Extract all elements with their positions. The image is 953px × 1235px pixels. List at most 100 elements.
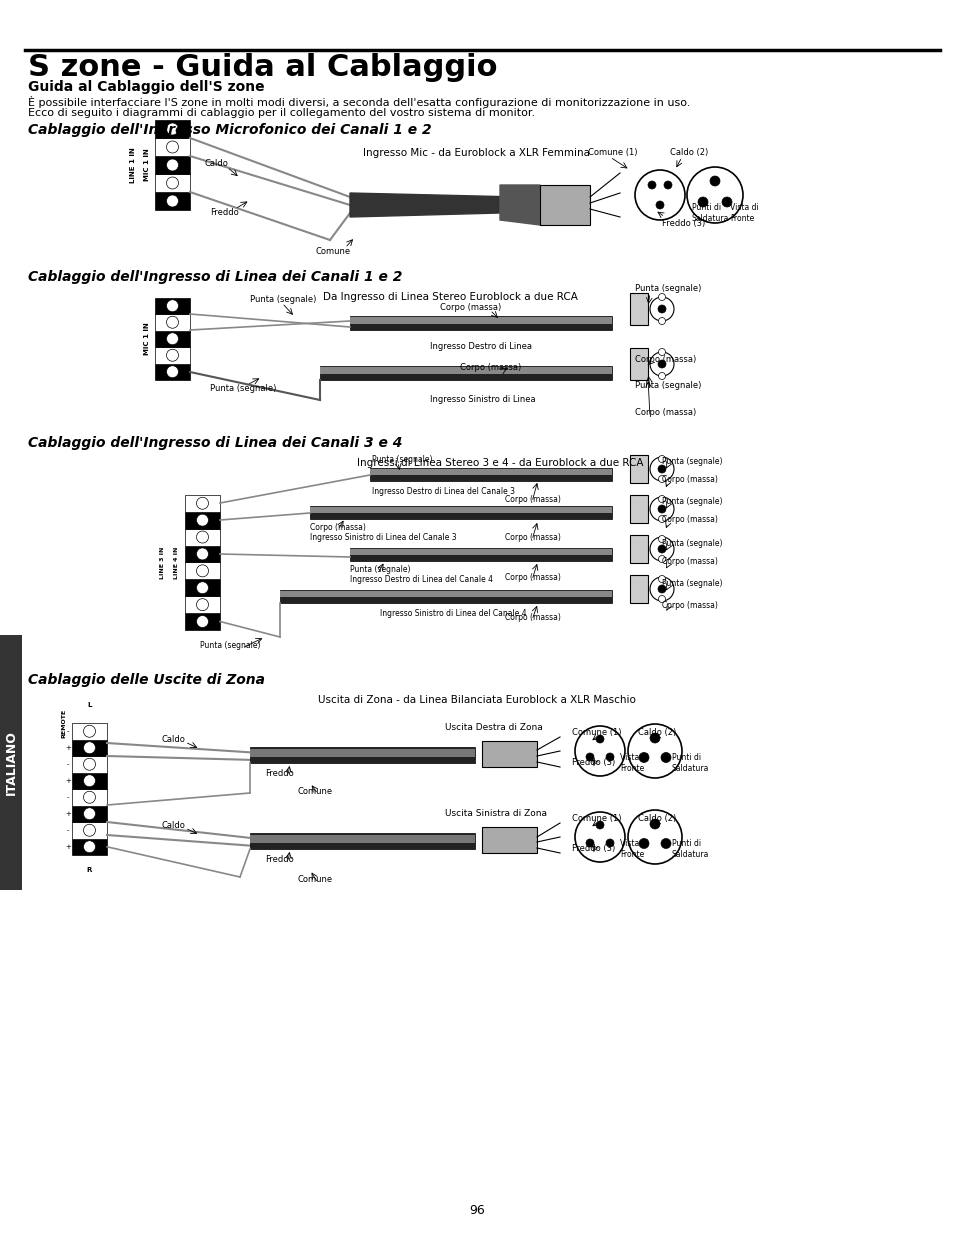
Circle shape <box>649 537 673 561</box>
Text: Vista di
Fronte: Vista di Fronte <box>729 204 758 222</box>
Text: Ingresso Sinistro di Linea del Canale 4: Ingresso Sinistro di Linea del Canale 4 <box>379 609 526 618</box>
Text: S zone - Guida al Cablaggio: S zone - Guida al Cablaggio <box>28 53 497 82</box>
Text: Uscita di Zona - da Linea Bilanciata Euroblock a XLR Maschio: Uscita di Zona - da Linea Bilanciata Eur… <box>317 695 636 705</box>
Circle shape <box>658 305 665 312</box>
Text: +: + <box>65 745 71 751</box>
Bar <box>71 839 107 855</box>
Circle shape <box>196 531 209 543</box>
Text: Comune: Comune <box>297 787 333 795</box>
Circle shape <box>649 819 659 829</box>
Circle shape <box>658 595 665 603</box>
Bar <box>280 590 612 603</box>
Text: È possibile interfacciare l'S zone in molti modi diversi, a seconda dell'esatta : È possibile interfacciare l'S zone in mo… <box>28 96 690 107</box>
Text: Corpo (massa): Corpo (massa) <box>504 494 560 504</box>
Text: Caldo (2): Caldo (2) <box>638 815 676 824</box>
Circle shape <box>658 348 665 356</box>
Text: LINE 4 IN: LINE 4 IN <box>173 547 178 579</box>
Circle shape <box>196 615 209 627</box>
Circle shape <box>647 182 656 189</box>
Text: Punta (segnale): Punta (segnale) <box>200 641 260 650</box>
Circle shape <box>596 821 603 829</box>
Circle shape <box>658 536 665 542</box>
Circle shape <box>649 496 673 521</box>
Text: Ingresso Mic - da Euroblock a XLR Femmina: Ingresso Mic - da Euroblock a XLR Femmin… <box>363 148 590 158</box>
Text: Corpo (massa): Corpo (massa) <box>439 303 500 311</box>
Text: Ecco di seguito i diagrammi di cablaggio per il collegamento del vostro sistema : Ecco di seguito i diagrammi di cablaggio… <box>28 107 535 119</box>
Bar <box>154 120 190 138</box>
Text: Vista di
Fronte: Vista di Fronte <box>619 840 648 858</box>
Bar <box>629 348 647 380</box>
Bar <box>185 511 220 529</box>
Bar <box>71 805 107 823</box>
Circle shape <box>627 724 681 778</box>
Bar <box>481 741 537 767</box>
Text: MIC 1 IN: MIC 1 IN <box>144 148 150 182</box>
Bar <box>319 366 612 380</box>
Text: Caldo: Caldo <box>162 820 186 830</box>
Text: Comune (1): Comune (1) <box>572 815 620 824</box>
Circle shape <box>698 198 707 207</box>
Circle shape <box>585 839 594 847</box>
Bar <box>71 789 107 805</box>
Text: Freddo: Freddo <box>265 768 294 778</box>
Bar <box>629 293 647 325</box>
Text: Corpo (massa): Corpo (massa) <box>661 600 717 610</box>
Text: Cablaggio dell'Ingresso di Linea dei Canali 3 e 4: Cablaggio dell'Ingresso di Linea dei Can… <box>28 436 402 450</box>
Circle shape <box>167 300 178 311</box>
Text: -: - <box>67 794 70 800</box>
Circle shape <box>649 577 673 601</box>
Circle shape <box>167 124 178 135</box>
Circle shape <box>585 753 594 761</box>
Circle shape <box>167 141 178 153</box>
Text: LINE 3 IN: LINE 3 IN <box>159 547 164 579</box>
Text: Comune: Comune <box>314 247 350 257</box>
Text: Ingresso Destro di Linea: Ingresso Destro di Linea <box>430 342 532 352</box>
Circle shape <box>658 373 665 379</box>
Circle shape <box>167 350 178 362</box>
Text: Cablaggio dell'Ingresso di Linea dei Canali 1 e 2: Cablaggio dell'Ingresso di Linea dei Can… <box>28 270 402 284</box>
Text: Comune: Comune <box>297 876 333 884</box>
Text: Punti di
Saldatura: Punti di Saldatura <box>671 753 709 773</box>
Text: MIC 1 IN: MIC 1 IN <box>144 322 150 356</box>
Text: Corpo (massa): Corpo (massa) <box>661 557 717 567</box>
Text: Corpo (massa): Corpo (massa) <box>504 613 560 621</box>
Circle shape <box>658 576 665 583</box>
Text: Vista di
Fronte: Vista di Fronte <box>619 753 648 773</box>
Text: Caldo (2): Caldo (2) <box>638 729 676 737</box>
Bar <box>71 740 107 756</box>
Bar <box>250 835 475 844</box>
Text: R: R <box>87 867 92 873</box>
Bar <box>310 506 612 519</box>
Bar <box>71 773 107 789</box>
Bar <box>350 550 612 555</box>
Bar <box>350 316 612 330</box>
Text: LINE 1 IN: LINE 1 IN <box>130 147 136 183</box>
Text: Cablaggio delle Uscite di Zona: Cablaggio delle Uscite di Zona <box>28 673 265 687</box>
Circle shape <box>658 294 665 300</box>
Circle shape <box>656 201 663 209</box>
Bar <box>154 156 190 174</box>
Circle shape <box>709 177 720 186</box>
Circle shape <box>84 725 95 737</box>
Circle shape <box>658 466 665 473</box>
Circle shape <box>196 582 209 594</box>
Text: 96: 96 <box>469 1203 484 1216</box>
Circle shape <box>658 545 665 553</box>
Text: Corpo (massa): Corpo (massa) <box>504 573 560 582</box>
Text: +: + <box>65 810 71 816</box>
Text: +: + <box>65 844 71 850</box>
Circle shape <box>84 742 95 753</box>
Bar <box>539 185 589 225</box>
Text: Ingresso Sinistro di Linea del Canale 3: Ingresso Sinistro di Linea del Canale 3 <box>310 532 456 541</box>
Bar <box>185 613 220 630</box>
Bar <box>185 546 220 562</box>
Circle shape <box>575 726 624 776</box>
Text: Guida al Cablaggio dell'S zone: Guida al Cablaggio dell'S zone <box>28 80 264 94</box>
Text: Freddo (3): Freddo (3) <box>572 758 615 767</box>
Text: Punta (segnale): Punta (segnale) <box>661 457 721 466</box>
Bar <box>71 722 107 740</box>
Bar <box>185 562 220 579</box>
Text: Cablaggio dell'Ingresso Microfonico dei Canali 1 e 2: Cablaggio dell'Ingresso Microfonico dei … <box>28 124 431 137</box>
Circle shape <box>639 839 648 848</box>
Text: Punta (segnale): Punta (segnale) <box>250 295 316 305</box>
